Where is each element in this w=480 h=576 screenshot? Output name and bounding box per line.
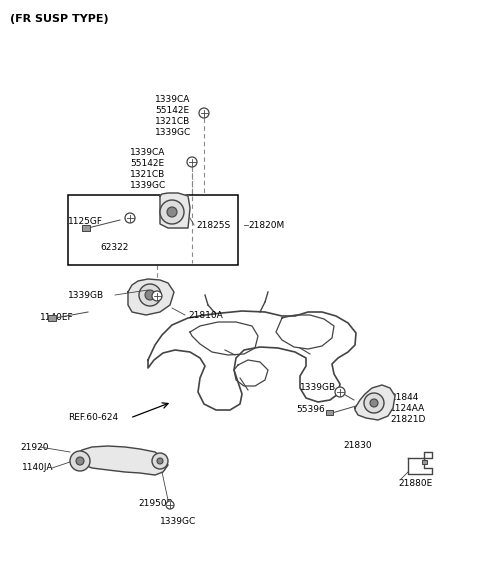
Bar — [68, 195, 238, 265]
Text: REF.60-624: REF.60-624 — [68, 414, 118, 423]
Text: 1140JA: 1140JA — [22, 464, 53, 472]
Circle shape — [160, 200, 184, 224]
Text: 1140EF: 1140EF — [40, 313, 73, 323]
Text: 1125GF: 1125GF — [68, 218, 103, 226]
Circle shape — [70, 451, 90, 471]
Text: 1339CA
55142E
1321CB
1339GC: 1339CA 55142E 1321CB 1339GC — [130, 148, 166, 190]
Bar — [82, 225, 90, 231]
Circle shape — [166, 501, 174, 509]
Circle shape — [335, 387, 345, 397]
Circle shape — [370, 399, 378, 407]
Circle shape — [199, 108, 209, 118]
Text: 1339GC: 1339GC — [160, 517, 196, 526]
Polygon shape — [128, 279, 174, 315]
Text: (FR SUSP TYPE): (FR SUSP TYPE) — [10, 14, 108, 24]
Bar — [326, 410, 333, 415]
Text: 21950R: 21950R — [138, 498, 173, 507]
Circle shape — [157, 458, 163, 464]
Text: 21830: 21830 — [343, 441, 372, 449]
Polygon shape — [75, 446, 168, 475]
Text: 1339CA
55142E
1321CB
1339GC: 1339CA 55142E 1321CB 1339GC — [155, 95, 191, 137]
Circle shape — [187, 157, 197, 167]
Polygon shape — [160, 193, 190, 228]
Circle shape — [152, 453, 168, 469]
Circle shape — [167, 207, 177, 217]
Text: 21820M: 21820M — [248, 221, 284, 229]
Text: 21810A: 21810A — [188, 310, 223, 320]
Circle shape — [145, 290, 155, 300]
Bar — [422, 460, 427, 464]
Polygon shape — [355, 385, 395, 420]
Text: 21920: 21920 — [20, 442, 48, 452]
Circle shape — [125, 213, 135, 223]
Text: 62322: 62322 — [100, 244, 128, 252]
Text: 21844
1124AA
21821D: 21844 1124AA 21821D — [390, 393, 425, 424]
Circle shape — [364, 393, 384, 413]
Circle shape — [152, 291, 162, 301]
Text: 1339GB: 1339GB — [300, 384, 336, 392]
Text: 21825S: 21825S — [196, 221, 230, 229]
Bar — [48, 315, 56, 321]
Text: 1339GB: 1339GB — [68, 290, 104, 300]
Circle shape — [76, 457, 84, 465]
Circle shape — [139, 284, 161, 306]
Text: 55396: 55396 — [296, 406, 325, 415]
Text: 21880E: 21880E — [398, 479, 432, 488]
